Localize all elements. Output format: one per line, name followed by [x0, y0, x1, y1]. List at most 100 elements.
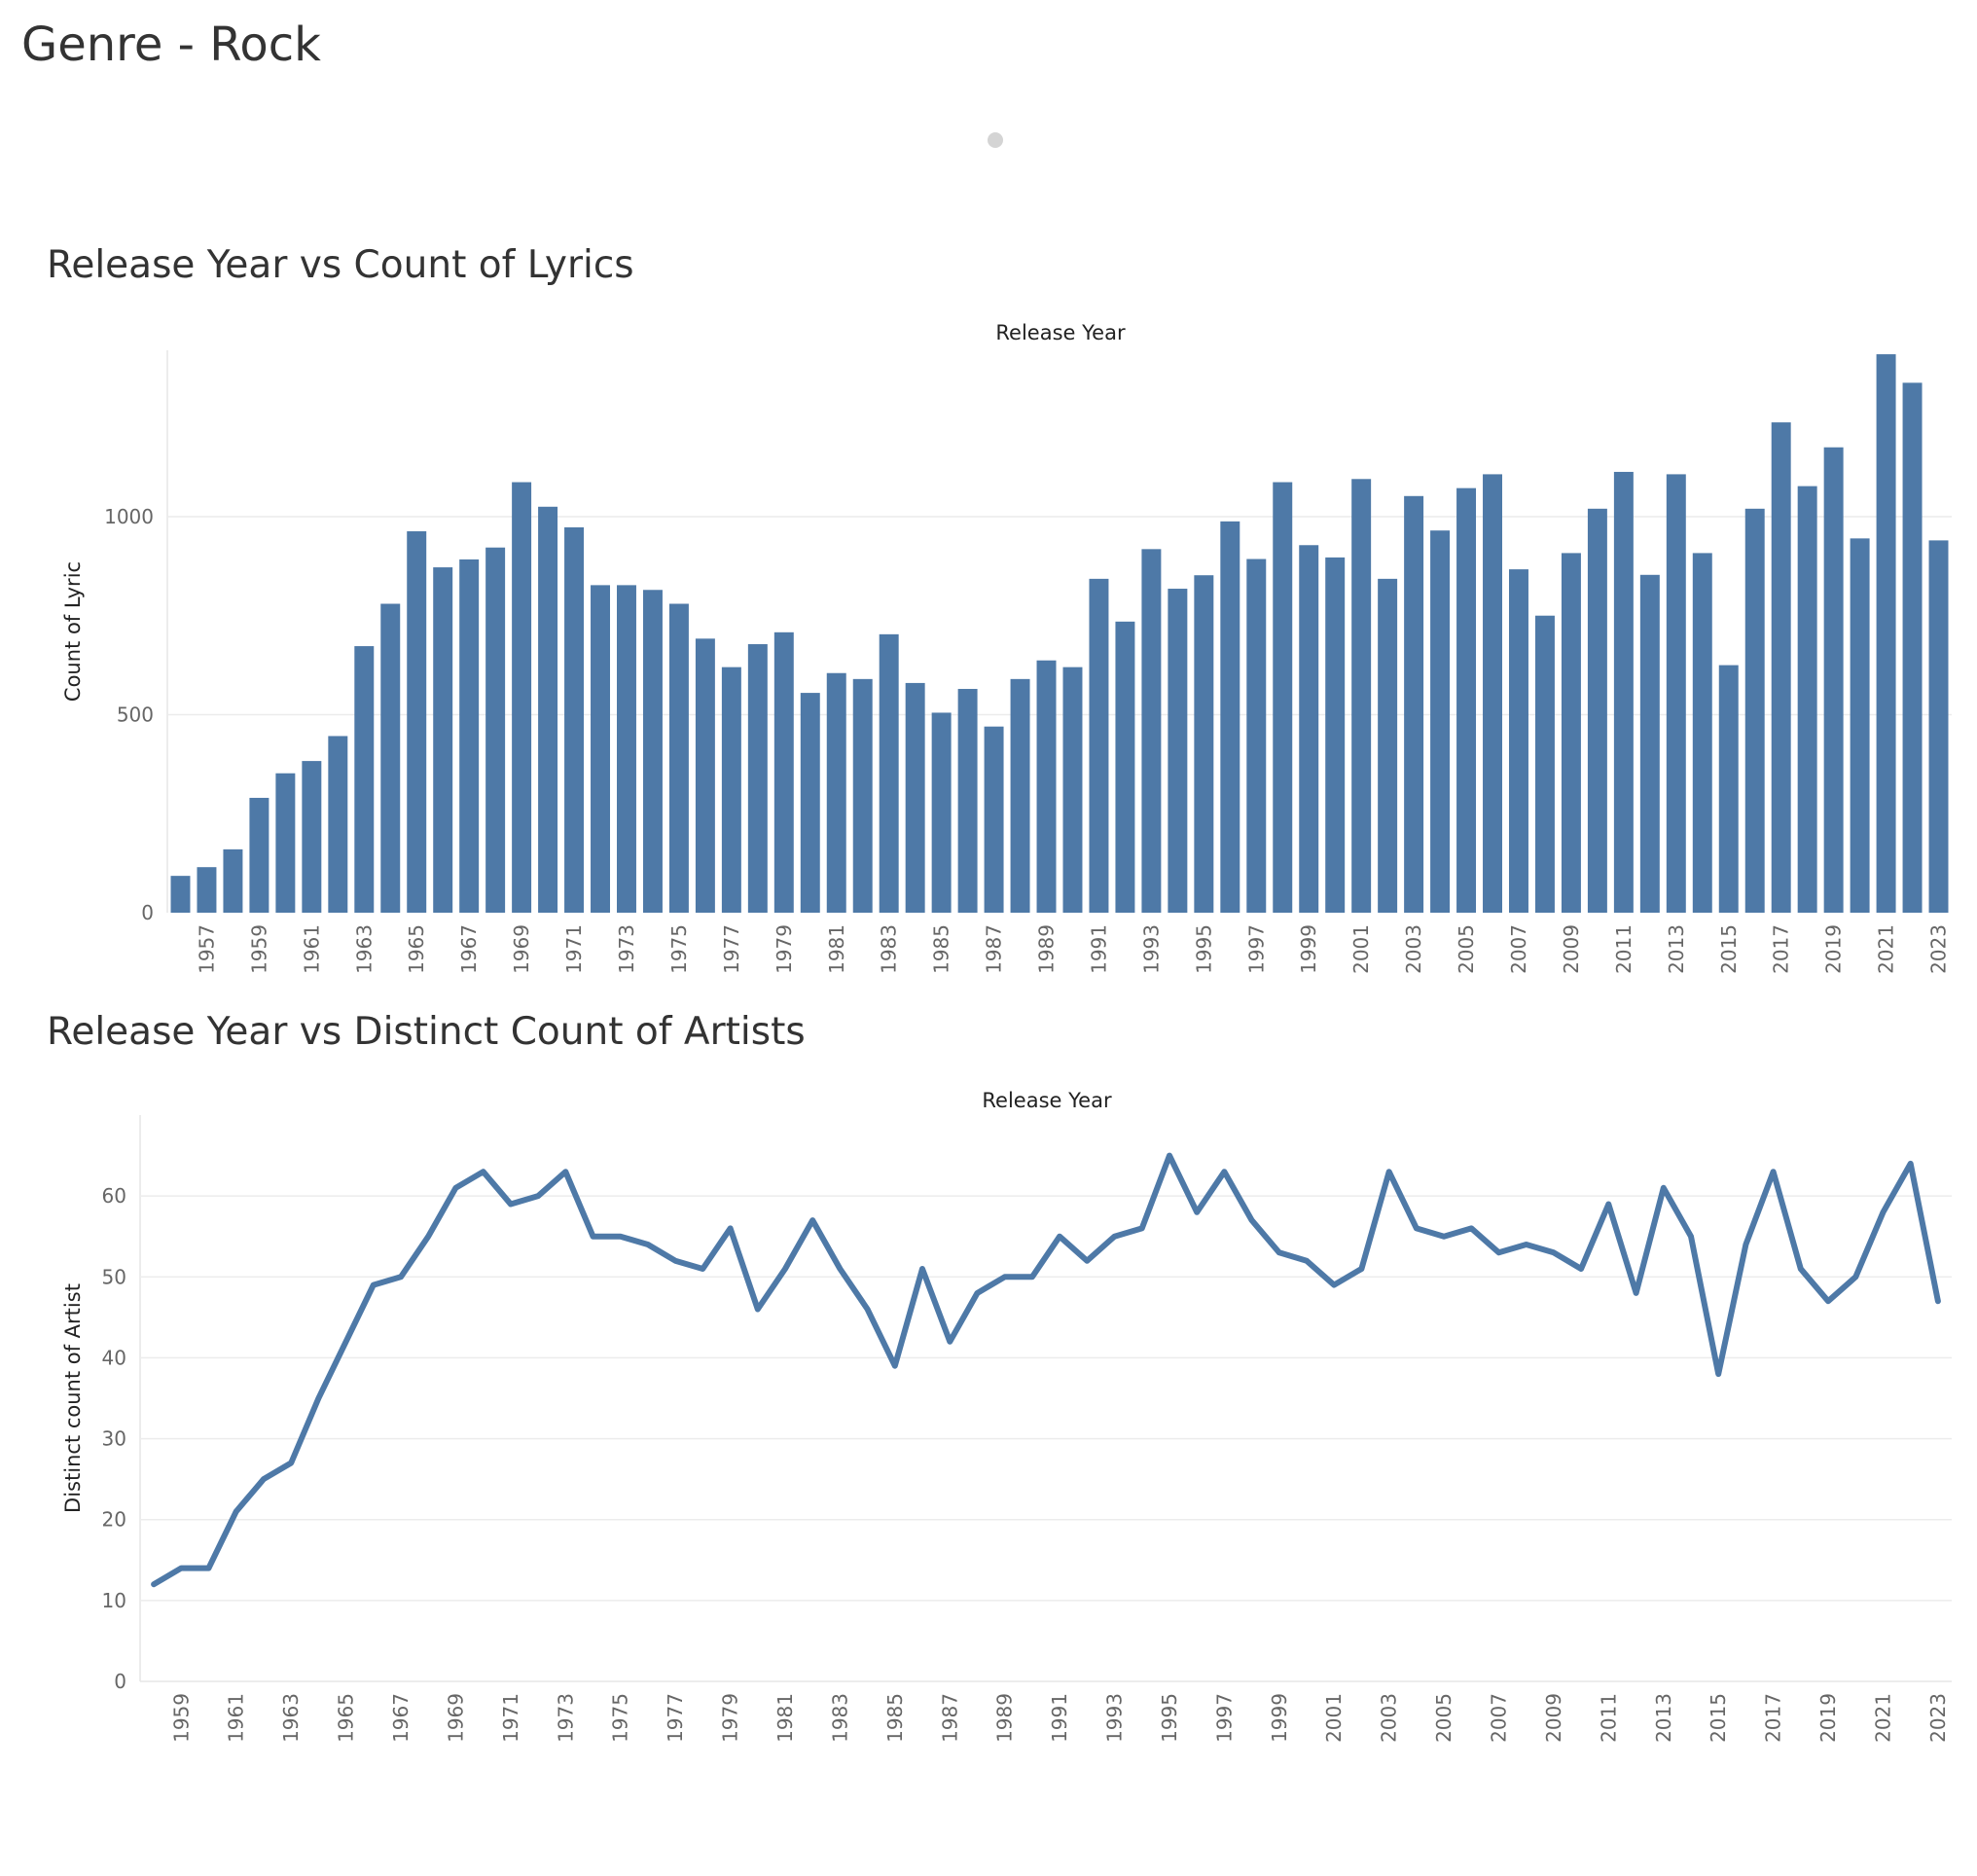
line-point [1194, 1209, 1200, 1215]
line-x-tick-label: 1969 [444, 1693, 467, 1743]
line-point [1880, 1209, 1886, 1215]
bar [826, 672, 846, 913]
bar [1718, 665, 1739, 913]
line-x-tick-label: 1965 [335, 1693, 358, 1743]
bar [197, 867, 217, 913]
line-point [1441, 1234, 1447, 1240]
line-point [1908, 1161, 1914, 1167]
bar [1141, 549, 1162, 913]
line-point [947, 1339, 953, 1345]
line-point [837, 1266, 843, 1272]
bar-x-tick-label: 1965 [405, 924, 428, 974]
line-point [892, 1363, 898, 1369]
line-point [1798, 1266, 1804, 1272]
line-point [974, 1290, 980, 1296]
line-x-tick-label: 2017 [1762, 1693, 1785, 1743]
bar [617, 585, 636, 913]
line-y-tick-label: 0 [114, 1670, 126, 1693]
bar-x-tick-label: 1973 [615, 924, 638, 974]
bar [1534, 615, 1555, 913]
bar-x-tick-label: 1985 [930, 924, 953, 974]
line-point [1852, 1274, 1858, 1280]
line-point [1743, 1242, 1748, 1247]
bar-x-tick-label: 2005 [1455, 924, 1478, 974]
line-point [1551, 1249, 1557, 1255]
line-x-tick-label: 2013 [1652, 1693, 1675, 1743]
line-x-tick-label: 2001 [1322, 1693, 1346, 1743]
bar [1089, 578, 1109, 913]
bar-chart-title: Release Year vs Count of Lyrics [47, 243, 634, 287]
line-point [1771, 1169, 1777, 1174]
bar [721, 667, 741, 913]
bar [1168, 589, 1188, 913]
line-x-tick-label: 1959 [169, 1693, 193, 1743]
line-x-tick-label: 2009 [1542, 1693, 1565, 1743]
line-point [672, 1258, 678, 1264]
bar-x-tick-label: 1989 [1035, 924, 1059, 974]
bar [170, 876, 191, 913]
bar-x-tick-label: 1979 [773, 924, 796, 974]
line-point [1276, 1249, 1282, 1255]
line-point [1249, 1217, 1255, 1223]
bar [485, 547, 506, 913]
page-indicator-dot[interactable] [988, 132, 1003, 148]
bar [1850, 538, 1870, 913]
line-point [809, 1217, 815, 1223]
line-point [1468, 1225, 1474, 1231]
line-point [1825, 1298, 1831, 1304]
line-point [1057, 1234, 1062, 1240]
line-point [508, 1201, 514, 1207]
line-point [1221, 1169, 1227, 1174]
bar-x-tick-label: 2013 [1665, 924, 1688, 974]
bar [879, 633, 899, 913]
bar-x-tick-label: 1963 [352, 924, 376, 974]
line-point [700, 1266, 705, 1272]
line-x-tick-label: 2003 [1378, 1693, 1401, 1743]
line-x-tick-label: 2023 [1926, 1693, 1950, 1743]
bar [433, 567, 453, 913]
line-x-tick-label: 2021 [1871, 1693, 1894, 1743]
line-point [618, 1234, 624, 1240]
bar [459, 559, 480, 913]
line-point [1304, 1258, 1310, 1264]
line-y-tick-label: 60 [102, 1184, 126, 1208]
line-point [1112, 1234, 1118, 1240]
bar [302, 761, 322, 913]
bar-x-tick-label: 1977 [720, 924, 743, 974]
line-x-tick-label: 1983 [828, 1693, 851, 1743]
bar [957, 689, 978, 913]
line-point [865, 1307, 871, 1313]
bar [1194, 575, 1214, 913]
bar [1509, 569, 1528, 913]
line-x-tick-label: 1985 [883, 1693, 907, 1743]
line-point [1496, 1249, 1501, 1255]
line-x-tick-label: 2015 [1707, 1693, 1730, 1743]
artist-count-line [151, 1152, 1941, 1588]
line-point [452, 1185, 458, 1191]
bar [931, 712, 952, 913]
bar-x-tick-label: 1993 [1139, 924, 1163, 974]
bar-x-tick-label: 1975 [667, 924, 691, 974]
line-x-tick-label: 2005 [1432, 1693, 1456, 1743]
bar-x-tick-label: 1971 [562, 924, 586, 974]
line-point [535, 1193, 541, 1199]
line-y-tick-label: 50 [102, 1265, 126, 1288]
line-point [728, 1225, 734, 1231]
bar [538, 506, 558, 913]
line-x-tick-label: 1991 [1048, 1693, 1071, 1743]
bar-x-tick-label: 2019 [1822, 924, 1846, 974]
line-y-tick-label: 10 [102, 1589, 126, 1612]
line-x-tick-label: 1971 [499, 1693, 522, 1743]
bar-x-tick-label: 1961 [300, 924, 323, 974]
line-x-tick-label: 1977 [664, 1693, 687, 1743]
line-x-tick-label: 1967 [389, 1693, 413, 1743]
line-x-tick-label: 1973 [554, 1693, 577, 1743]
bar-y-tick-label: 500 [117, 703, 154, 726]
line-x-tick-label: 1993 [1103, 1693, 1127, 1743]
line-x-axis-title: Release Year [982, 1089, 1112, 1112]
bar [1220, 521, 1240, 913]
bar [1246, 559, 1267, 913]
bar [1351, 479, 1372, 913]
bar [1378, 578, 1398, 913]
line-x-tick-label: 2011 [1597, 1693, 1620, 1743]
